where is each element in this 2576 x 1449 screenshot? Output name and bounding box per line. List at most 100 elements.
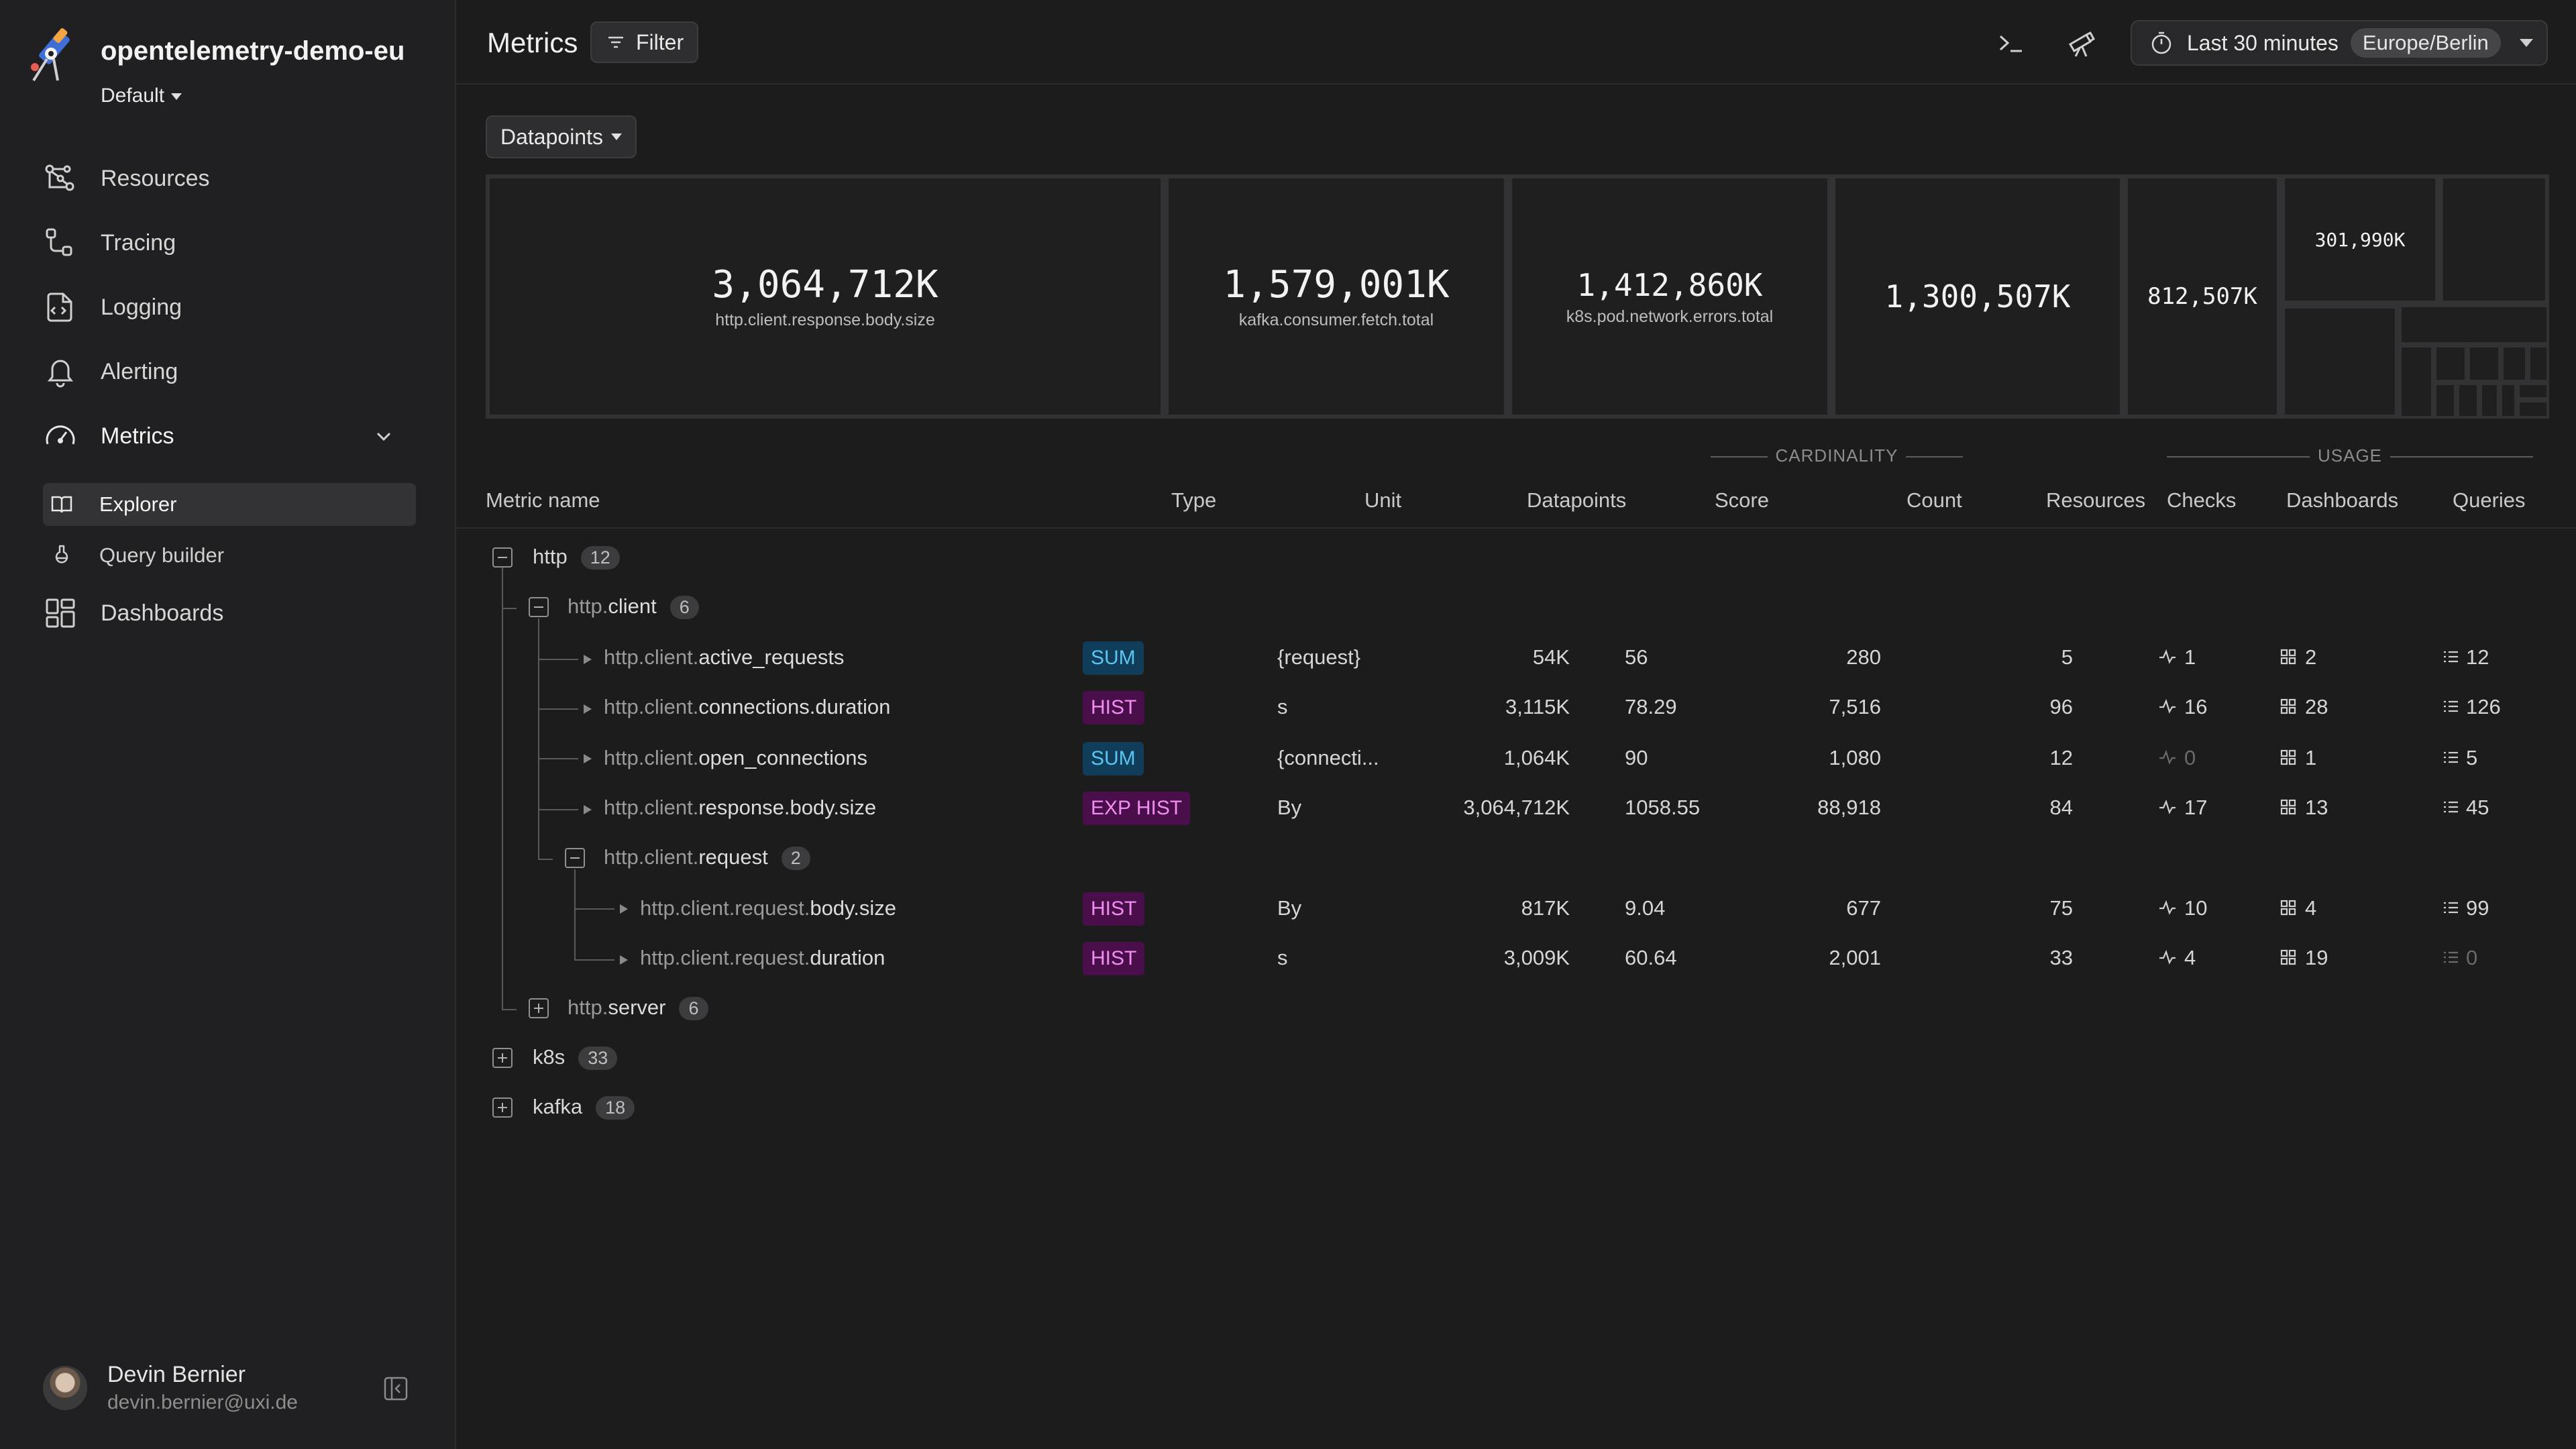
expand-icon[interactable] (492, 1048, 513, 1068)
metric-name[interactable]: http.client.open_connections (604, 746, 867, 770)
dashboards-cell[interactable]: 13 (2305, 796, 2328, 819)
queries-cell[interactable]: 12 (2466, 645, 2489, 669)
table-row[interactable]: http.client.active_requests SUM {request… (456, 633, 2576, 683)
queries-cell[interactable]: 99 (2466, 896, 2489, 920)
nav-metrics[interactable]: Metrics (43, 409, 419, 463)
nav-tracing[interactable]: Tracing (43, 216, 419, 270)
tree-line (574, 959, 614, 961)
telescope-icon[interactable] (2063, 24, 2101, 62)
dashboard-grid-icon (2280, 698, 2296, 714)
metric-name[interactable]: http.client.request.duration (640, 946, 885, 970)
dashboards-cell[interactable]: 2 (2305, 645, 2317, 669)
timezone-badge[interactable]: Europe/Berlin (2350, 28, 2501, 58)
treemap-tile[interactable] (2501, 345, 2528, 382)
group-row-http-server[interactable]: http.server 6 (456, 985, 2576, 1034)
environment-selector[interactable]: Default (101, 85, 182, 107)
collapse-icon[interactable] (492, 547, 513, 568)
filter-button[interactable]: Filter (590, 21, 699, 63)
group-row-k8s[interactable]: k8s 33 (456, 1034, 2576, 1084)
dashboards-cell[interactable]: 19 (2305, 946, 2328, 969)
metric-name-suffix: open_connections (698, 746, 867, 769)
column-datapoints[interactable]: Datapoints (1527, 488, 1627, 512)
treemap-tile[interactable] (2517, 382, 2549, 400)
nav-logging[interactable]: Logging (43, 280, 419, 334)
group-row-http[interactable]: http 12 (456, 534, 2576, 584)
user-profile[interactable]: Devin Bernier devin.bernier@uxi.de (40, 1362, 416, 1422)
treemap-tile[interactable] (2479, 382, 2500, 419)
queries-cell[interactable]: 5 (2466, 746, 2478, 769)
expand-icon[interactable] (529, 998, 549, 1018)
treemap-tile[interactable] (2439, 174, 2549, 305)
group-row-kafka[interactable]: kafka 18 (456, 1084, 2576, 1134)
treemap-tile[interactable] (2517, 400, 2549, 419)
dashboards-cell[interactable]: 4 (2305, 896, 2317, 920)
chevron-down-icon[interactable] (372, 424, 396, 448)
nav-dashboards[interactable]: Dashboards (43, 586, 419, 640)
checks-cell[interactable]: 4 (2184, 946, 2196, 969)
column-type[interactable]: Type (1171, 488, 1217, 512)
nav-resources[interactable]: Resources (43, 152, 419, 205)
table-row[interactable]: http.client.request.body.size HIST By 81… (456, 884, 2576, 934)
dashboards-cell[interactable]: 28 (2305, 695, 2328, 718)
column-unit[interactable]: Unit (1364, 488, 1402, 512)
table-row[interactable]: http.client.request.duration HIST s 3,00… (456, 934, 2576, 983)
checks-cell[interactable]: 0 (2184, 746, 2196, 769)
treemap-tile[interactable]: 1,300,507K (1831, 174, 2124, 419)
count-cell: 1,080 (1829, 746, 1881, 769)
treemap-tile[interactable]: 1,412,860K k8s.pod.network.errors.total (1508, 174, 1831, 419)
collapse-icon[interactable] (565, 848, 585, 868)
flask-icon (55, 545, 68, 564)
table-row[interactable]: http.client.open_connections SUM {connec… (456, 734, 2576, 784)
group-row-http-client-request[interactable]: http.client.request 2 (456, 835, 2576, 884)
column-dashboards[interactable]: Dashboards (2286, 488, 2399, 512)
column-metric-name[interactable]: Metric name (486, 488, 600, 512)
treemap-tile[interactable]: 3,064,712K http.client.response.body.siz… (486, 174, 1165, 419)
expand-icon[interactable] (492, 1097, 513, 1118)
treemap-tile[interactable] (2281, 305, 2399, 419)
nav-query-builder[interactable]: Query builder (43, 534, 416, 577)
table-row[interactable]: http.client.response.body.size EXP HIST … (456, 784, 2576, 833)
nav-alerting[interactable]: Alerting (43, 345, 419, 398)
column-count[interactable]: Count (1907, 488, 1962, 512)
workspace-switcher[interactable]: opentelemetry-demo-eu Default (27, 27, 443, 121)
treemap-tile[interactable]: 812,507K (2124, 174, 2281, 419)
metric-name[interactable]: http.client.connections.duration (604, 695, 890, 719)
treemap-tile[interactable] (2434, 345, 2467, 382)
metric-name-suffix: active_requests (698, 645, 845, 669)
checks-cell[interactable]: 1 (2184, 645, 2196, 669)
queries-cell[interactable]: 45 (2466, 796, 2489, 819)
nav-explorer[interactable]: Explorer (43, 483, 416, 526)
queries-cell[interactable]: 126 (2466, 695, 2501, 718)
collapse-sidebar-icon[interactable] (382, 1375, 409, 1402)
treemap-tile[interactable] (2434, 382, 2457, 419)
treemap-tile[interactable]: 301,990K (2281, 174, 2439, 305)
treemap-tile[interactable] (2467, 345, 2501, 382)
table-row[interactable]: http.client.connections.duration HIST s … (456, 683, 2576, 733)
column-score[interactable]: Score (1715, 488, 1769, 512)
treemap-tile[interactable]: 1,579,001K kafka.consumer.fetch.total (1165, 174, 1508, 419)
checks-cell[interactable]: 10 (2184, 896, 2208, 920)
metric-dimension-selector[interactable]: Datapoints (486, 115, 637, 158)
checks-cell[interactable]: 16 (2184, 695, 2208, 718)
dashboards-cell[interactable]: 1 (2305, 746, 2317, 769)
column-queries[interactable]: Queries (2453, 488, 2526, 512)
resources-cell: 12 (2049, 746, 2073, 769)
group-row-http-client[interactable]: http.client 6 (456, 584, 2576, 633)
metric-name[interactable]: http.client.active_requests (604, 645, 844, 669)
treemap-tile[interactable] (2500, 382, 2517, 419)
treemap-tile[interactable] (2457, 382, 2479, 419)
time-range-selector[interactable]: Last 30 minutes Europe/Berlin (2131, 20, 2548, 66)
terminal-icon[interactable] (1992, 24, 2030, 62)
queries-cell[interactable]: 0 (2466, 946, 2478, 969)
column-resources[interactable]: Resources (2046, 488, 2146, 512)
column-checks[interactable]: Checks (2167, 488, 2237, 512)
datapoints-treemap: 3,064,712K http.client.response.body.siz… (486, 174, 2549, 419)
metric-name[interactable]: http.client.request.body.size (640, 896, 896, 920)
checks-cell[interactable]: 17 (2184, 796, 2208, 819)
collapse-icon[interactable] (529, 597, 549, 617)
tile-value: 3,064,712K (712, 263, 938, 307)
treemap-tile[interactable] (2528, 345, 2549, 382)
treemap-tile[interactable] (2399, 305, 2549, 345)
metric-name[interactable]: http.client.response.body.size (604, 796, 876, 820)
treemap-tile[interactable] (2399, 345, 2434, 419)
